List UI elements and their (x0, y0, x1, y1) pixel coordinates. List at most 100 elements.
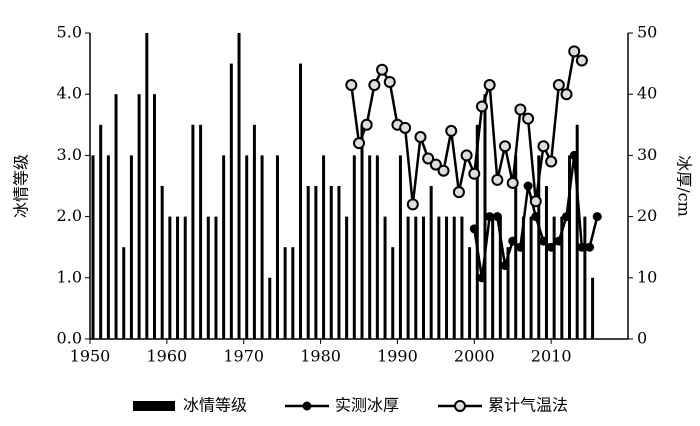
bar (314, 186, 318, 339)
y-tick-label: 4.0 (57, 84, 82, 103)
marker (422, 152, 435, 165)
bar (575, 124, 579, 339)
x-tick-label: 1970 (223, 347, 264, 366)
marker (499, 140, 512, 153)
marker (529, 195, 542, 208)
x-tick-label: 1960 (146, 347, 187, 366)
marker (575, 54, 588, 67)
bar (514, 155, 518, 339)
marker (569, 150, 579, 160)
y2-tick-label: 40 (637, 84, 657, 103)
marker (545, 155, 558, 168)
legend-label: 累计气温法 (488, 396, 568, 415)
bar (245, 155, 249, 339)
bar (206, 216, 210, 339)
bar (583, 216, 587, 339)
bar (114, 94, 118, 339)
bar (191, 124, 195, 339)
marker (508, 236, 518, 246)
marker (538, 236, 548, 246)
bar (229, 63, 233, 339)
bar (506, 247, 510, 339)
bar (337, 186, 341, 339)
marker (477, 273, 487, 283)
y-axis-label: 冰情等级 (12, 154, 31, 218)
bar (529, 216, 533, 339)
marker (546, 242, 556, 252)
marker (429, 158, 442, 171)
marker (469, 224, 479, 234)
bar (345, 216, 349, 339)
bar (591, 277, 595, 339)
bar (283, 247, 287, 339)
marker (360, 118, 373, 131)
legend-swatch (454, 400, 466, 412)
marker (585, 242, 595, 252)
y-tick-label: 5.0 (57, 23, 82, 42)
marker (562, 212, 572, 222)
bar (275, 155, 279, 339)
legend-label: 实测冰厚 (335, 396, 399, 415)
bar (91, 155, 95, 339)
marker (506, 176, 519, 189)
bar (252, 124, 256, 339)
bar (452, 216, 456, 339)
bar (237, 33, 241, 339)
y-tick-label: 0.0 (57, 329, 82, 348)
bar (306, 186, 310, 339)
bar (152, 94, 156, 339)
x-tick-label: 1980 (300, 347, 341, 366)
marker (406, 198, 419, 211)
y-tick-label: 2.0 (57, 206, 82, 225)
marker (485, 212, 495, 222)
bar (468, 247, 472, 339)
marker (577, 242, 587, 252)
marker (460, 149, 473, 162)
marker (368, 79, 381, 92)
marker (445, 124, 458, 137)
bar (560, 216, 564, 339)
legend-label: 冰情等级 (183, 396, 247, 415)
bar (214, 216, 218, 339)
bar (145, 33, 149, 339)
bar (368, 155, 372, 339)
bar (268, 277, 272, 339)
bar (99, 124, 103, 339)
bar (498, 216, 502, 339)
bar (291, 247, 295, 339)
bar (429, 186, 433, 339)
bar (544, 186, 548, 339)
bar (406, 216, 410, 339)
marker (475, 100, 488, 113)
bar (537, 155, 541, 339)
bar (445, 216, 449, 339)
bar (352, 155, 356, 339)
x-tick-label: 2010 (531, 347, 572, 366)
bar (414, 216, 418, 339)
bar (129, 155, 133, 339)
marker (560, 88, 573, 101)
y-tick-label: 1.0 (57, 267, 82, 286)
bar (521, 216, 525, 339)
marker (414, 131, 427, 144)
bar (260, 155, 264, 339)
marker (345, 79, 358, 92)
marker (399, 121, 412, 134)
x-tick-label: 2000 (454, 347, 495, 366)
x-tick-label: 1950 (70, 347, 111, 366)
bar (483, 94, 487, 339)
marker (537, 140, 550, 153)
marker (500, 261, 510, 271)
marker (376, 63, 389, 76)
marker (523, 181, 533, 191)
y2-tick-label: 20 (637, 206, 657, 225)
legend-swatch (133, 401, 175, 411)
marker (531, 212, 541, 222)
bar (222, 155, 226, 339)
bar (460, 216, 464, 339)
y2-tick-label: 50 (637, 23, 657, 42)
marker (468, 167, 481, 180)
bar (160, 186, 164, 339)
marker (353, 137, 365, 150)
